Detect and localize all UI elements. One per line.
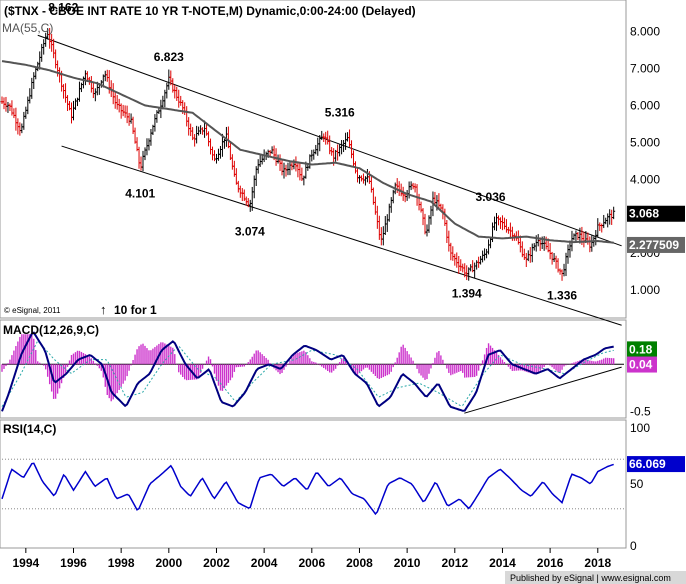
last-price-tag-label: 3.068	[629, 207, 659, 221]
ma-legend: MA(55,C)	[2, 21, 53, 35]
price-axis-tick: 8.000	[630, 25, 660, 39]
moving-average-line	[1, 60, 614, 244]
ohlc-bar	[612, 206, 616, 220]
macd-trendline	[464, 366, 622, 414]
price-annotation: 3.036	[476, 190, 506, 204]
price-annotation: 1.336	[547, 289, 577, 303]
rsi-panel-frame	[0, 419, 627, 549]
split-arrow-icon: ↑	[100, 302, 107, 317]
price-annotation: 1.394	[452, 287, 482, 301]
price-annotation: 5.316	[325, 106, 355, 120]
rsi-axis-tick: 0	[630, 539, 637, 553]
price-axis-tick: 1.000	[630, 283, 660, 297]
price-annotation: 4.101	[125, 187, 155, 201]
histogram-value-tag-box	[627, 356, 657, 373]
rsi-layer	[1, 458, 624, 516]
time-axis-tick: 2010	[394, 556, 421, 570]
last-price-tag: 3.068	[627, 205, 685, 222]
last-price-tag-box	[627, 205, 685, 222]
time-axis-tick: 2018	[584, 556, 611, 570]
time-axis-tick: 2014	[489, 556, 516, 570]
histogram-value-tag-label: 0.04	[629, 358, 653, 372]
time-axis-tick: 2016	[537, 556, 564, 570]
time-axis-tick: 2000	[155, 556, 182, 570]
rsi-axis-tick: 50	[630, 477, 644, 491]
time-axis-tick: 2012	[441, 556, 468, 570]
axes-layer: 8.0007.0006.0005.0004.0003.0002.0001.000…	[12, 25, 685, 570]
rsi-line	[1, 462, 614, 516]
macd-value-tag-label: 0.18	[629, 342, 653, 356]
ma-value-tag-label: 2.277509	[629, 238, 679, 252]
time-axis-tick: 2004	[251, 556, 278, 570]
price-axis-tick: 6.000	[630, 98, 660, 112]
footer-bar	[505, 571, 686, 584]
price-axis-tick: 5.000	[630, 135, 660, 149]
time-axis-tick: 1996	[60, 556, 87, 570]
rsi-value-tag-box	[627, 456, 685, 473]
time-axis-tick: 1994	[12, 556, 39, 570]
macd-title: MACD(12,26,9,C)	[3, 323, 99, 337]
split-note: 10 for 1	[114, 303, 157, 317]
time-axis-tick: 2008	[346, 556, 373, 570]
channel-line-lower	[61, 145, 622, 326]
macd-value-tag-box	[627, 341, 657, 358]
histogram-value-tag: 0.04	[627, 356, 657, 373]
price-layer: 8.162 6.823 5.316 3.036 4.101 3.074 1.394 1.336	[0, 1, 622, 326]
time-axis-tick: 2002	[203, 556, 230, 570]
price-axis-tick: 7.000	[630, 61, 660, 75]
macd-layer	[1, 331, 624, 414]
price-axis-tick: 4.000	[630, 172, 660, 186]
macd-value-tag: 0.18	[627, 341, 657, 358]
price-annotation: 8.162	[48, 1, 78, 15]
rsi-value-tag: 66.069	[627, 456, 685, 473]
footer-text: Published by eSignal | www.esignal.com	[510, 573, 671, 583]
ma-value-tag-box	[627, 236, 685, 253]
chart-title: ($TNX - CBOE INT RATE 10 YR T-NOTE,M) Dy…	[4, 4, 416, 18]
macd-axis-tick: -0.5	[630, 404, 651, 418]
ma-value-tag: 2.277509	[627, 236, 685, 253]
rsi-value-tag-label: 66.069	[629, 457, 666, 471]
price-panel-frame	[0, 0, 627, 319]
price-annotation: 3.074	[235, 225, 265, 239]
price-annotation: 6.823	[154, 50, 184, 64]
rsi-axis-tick: 100	[630, 421, 650, 435]
copyright-note: © eSignal, 2011	[4, 306, 61, 315]
rsi-title: RSI(14,C)	[3, 422, 56, 436]
time-axis-tick: 1998	[108, 556, 135, 570]
time-axis-tick: 2006	[298, 556, 325, 570]
macd-line	[1, 331, 614, 412]
